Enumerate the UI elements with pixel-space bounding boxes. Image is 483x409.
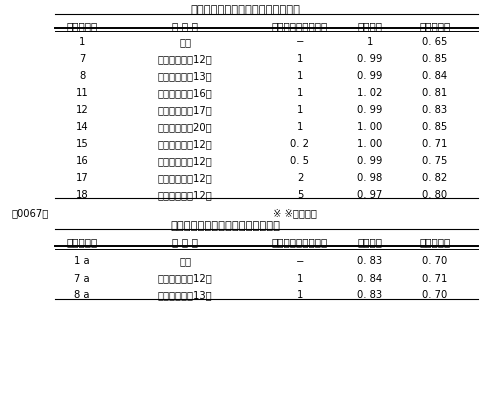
Text: 0. 84: 0. 84: [357, 273, 383, 283]
Text: 0. 97: 0. 97: [357, 189, 383, 200]
Text: 例示化合物（17）: 例示化合物（17）: [157, 105, 213, 115]
Text: 例示化合物（12）: 例示化合物（12）: [157, 54, 213, 64]
Text: 1 a: 1 a: [74, 256, 90, 266]
Text: 0. 83: 0. 83: [423, 105, 448, 115]
Text: 0. 75: 0. 75: [422, 155, 448, 166]
Text: 5: 5: [297, 189, 303, 200]
Text: 添 加 剤: 添 加 剤: [172, 236, 198, 246]
Text: 電解液番号: 電解液番号: [66, 236, 98, 246]
Text: 0. 70: 0. 70: [422, 290, 448, 300]
Text: 0. 80: 0. 80: [423, 189, 448, 200]
Text: 添 加 剤: 添 加 剤: [172, 21, 198, 31]
Text: 0. 83: 0. 83: [357, 256, 383, 266]
Text: なし: なし: [179, 37, 191, 47]
Text: 8 a: 8 a: [74, 290, 90, 300]
Text: 1: 1: [297, 54, 303, 64]
Text: 1: 1: [297, 105, 303, 115]
Text: 8: 8: [79, 71, 85, 81]
Text: 0. 99: 0. 99: [357, 155, 383, 166]
Text: 17: 17: [76, 173, 88, 182]
Text: 例示化合物（20）: 例示化合物（20）: [157, 122, 213, 132]
Text: 0. 99: 0. 99: [357, 54, 383, 64]
Text: 14: 14: [76, 122, 88, 132]
Text: ※ ※【表３】: ※ ※【表３】: [273, 207, 317, 218]
Text: 1. 00: 1. 00: [357, 122, 383, 132]
Text: 1. 02: 1. 02: [357, 88, 383, 98]
Text: −: −: [296, 37, 304, 47]
Text: 添加濃度（重量％）: 添加濃度（重量％）: [272, 236, 328, 246]
Text: 1. 00: 1. 00: [357, 139, 383, 148]
Text: 11: 11: [76, 88, 88, 98]
Text: −: −: [296, 256, 304, 266]
Text: 例示化合物（12）: 例示化合物（12）: [157, 273, 213, 283]
Text: 例示化合物（12）: 例示化合物（12）: [157, 189, 213, 200]
Text: 相対容量: 相対容量: [357, 236, 383, 246]
Text: 1: 1: [297, 122, 303, 132]
Text: 電解液番号: 電解液番号: [66, 21, 98, 31]
Text: 0. 81: 0. 81: [422, 88, 448, 98]
Text: 表３　作成した非水２次電池の性能: 表３ 作成した非水２次電池の性能: [170, 220, 280, 230]
Text: 0. 5: 0. 5: [290, 155, 310, 166]
Text: 0. 84: 0. 84: [423, 71, 448, 81]
Text: 1: 1: [297, 88, 303, 98]
Text: 例示化合物（12）: 例示化合物（12）: [157, 173, 213, 182]
Text: 0. 98: 0. 98: [357, 173, 383, 182]
Text: 0. 82: 0. 82: [422, 173, 448, 182]
Text: 16: 16: [76, 155, 88, 166]
Text: 0. 85: 0. 85: [422, 122, 448, 132]
Text: なし: なし: [179, 256, 191, 266]
Text: サイクル性: サイクル性: [419, 21, 451, 31]
Text: 0. 71: 0. 71: [422, 139, 448, 148]
Text: 0. 99: 0. 99: [357, 105, 383, 115]
Text: 0. 65: 0. 65: [422, 37, 448, 47]
Text: 0. 85: 0. 85: [422, 54, 448, 64]
Text: 例示化合物（12）: 例示化合物（12）: [157, 155, 213, 166]
Text: 1: 1: [79, 37, 85, 47]
Text: 添加濃度（重量％）: 添加濃度（重量％）: [272, 21, 328, 31]
Text: 〰0067〱: 〰0067〱: [12, 207, 49, 218]
Text: 1: 1: [297, 273, 303, 283]
Text: 相対容量: 相対容量: [357, 21, 383, 31]
Text: 例示化合物（13）: 例示化合物（13）: [157, 290, 213, 300]
Text: 0. 2: 0. 2: [290, 139, 310, 148]
Text: 1: 1: [367, 37, 373, 47]
Text: 7 a: 7 a: [74, 273, 90, 283]
Text: 0. 99: 0. 99: [357, 71, 383, 81]
Text: 18: 18: [76, 189, 88, 200]
Text: 1: 1: [297, 290, 303, 300]
Text: 15: 15: [76, 139, 88, 148]
Text: 例示化合物（13）: 例示化合物（13）: [157, 71, 213, 81]
Text: 例示化合物（12）: 例示化合物（12）: [157, 139, 213, 148]
Text: 表２　作成した非水２次電池の性能: 表２ 作成した非水２次電池の性能: [190, 5, 300, 15]
Text: サイクル性: サイクル性: [419, 236, 451, 246]
Text: 0. 71: 0. 71: [422, 273, 448, 283]
Text: 2: 2: [297, 173, 303, 182]
Text: 12: 12: [76, 105, 88, 115]
Text: 1: 1: [297, 71, 303, 81]
Text: 例示化合物（16）: 例示化合物（16）: [157, 88, 213, 98]
Text: 0. 83: 0. 83: [357, 290, 383, 300]
Text: 7: 7: [79, 54, 85, 64]
Text: 0. 70: 0. 70: [422, 256, 448, 266]
